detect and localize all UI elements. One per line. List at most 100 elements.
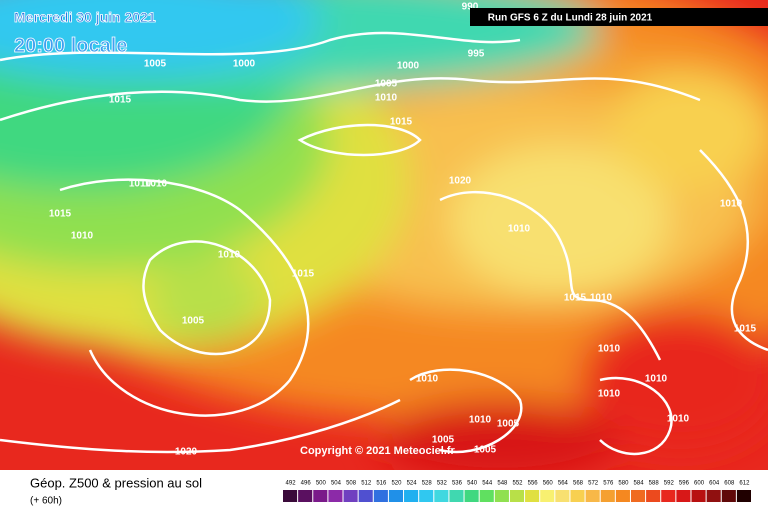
colorbar-label: 492: [286, 481, 297, 487]
run-info: Run GFS 6 Z du Lundi 28 juin 2021: [488, 13, 653, 24]
isobar-label: 1015: [564, 293, 587, 304]
colorbar-label: 508: [346, 481, 357, 487]
colorbar-swatch: [540, 490, 555, 502]
colorbar-swatch: [358, 490, 373, 502]
colorbar-swatch: [721, 490, 736, 502]
colorbar-label: 556: [528, 481, 539, 487]
colorbar-swatch: [615, 490, 630, 502]
colorbar-swatch: [298, 490, 313, 502]
isobar-label: 1010: [129, 179, 152, 190]
forecast-time: 20:00 locale: [14, 35, 127, 57]
colorbar-swatch: [585, 490, 600, 502]
isobar-label: 1005: [432, 435, 455, 446]
copyright: Copyright © 2021 Meteociel.fr: [300, 445, 456, 457]
colorbar: 492 496 500 504 508 512 516 520 524 528 532 536 540 5…: [283, 481, 751, 502]
colorbar-label: 612: [739, 481, 750, 487]
colorbar-swatch: [343, 490, 358, 502]
colorbar-label: 520: [391, 481, 402, 487]
colorbar-swatch: [313, 490, 328, 502]
isobar-label: 1020: [449, 176, 472, 187]
colorbar-swatch: [494, 490, 509, 502]
colorbar-swatch: [646, 490, 661, 502]
colorbar-label: 528: [422, 481, 433, 487]
colorbar-swatch: [373, 490, 388, 502]
colorbar-label: 548: [497, 481, 508, 487]
isobar-label: 995: [468, 49, 485, 60]
map-field: 990 995 1000 1000 1005 1015 1005 1010 10…: [0, 0, 768, 470]
isobar-label: 1015: [109, 95, 132, 106]
colorbar-label: 560: [543, 481, 554, 487]
run-box: [470, 8, 768, 26]
forecast-date: Mercredi 30 juin 2021: [14, 9, 156, 25]
colorbar-swatch: [388, 490, 404, 502]
colorbar-label: 504: [331, 481, 342, 487]
colorbar-swatch: [434, 490, 449, 502]
colorbar-swatch: [525, 490, 540, 502]
isobar-label: 1010: [508, 224, 531, 235]
isobar-label: 1010: [375, 93, 398, 104]
colorbar-label: 592: [664, 481, 675, 487]
isobar-label: 1020: [175, 447, 198, 458]
colorbar-label: 544: [482, 481, 493, 487]
colorbar-label: 584: [634, 481, 645, 487]
colorbar-swatch: [283, 490, 298, 502]
isobar-label: 1010: [598, 344, 621, 355]
isobar-label: 1005: [182, 316, 205, 327]
isobar-label: 1010: [145, 179, 168, 190]
colorbar-label: 516: [376, 481, 387, 487]
colorbar-swatch: [691, 490, 706, 502]
colorbar-swatch: [630, 490, 646, 502]
isobar-label: 1010: [218, 250, 241, 261]
isobar-label: 1000: [397, 61, 420, 72]
isobar-label: 1015: [292, 269, 315, 280]
colorbar-swatch: [570, 490, 585, 502]
isobar-label: 1015: [390, 117, 413, 128]
colorbar-label: 500: [316, 481, 327, 487]
colorbar-label: 496: [301, 481, 312, 487]
colorbar-label: 540: [467, 481, 478, 487]
colorbar-label: 600: [694, 481, 705, 487]
colorbar-label: 552: [512, 481, 523, 487]
isobar-lines: [0, 31, 768, 456]
colorbar-swatch: [509, 490, 525, 502]
colorbar-label: 572: [588, 481, 599, 487]
colorbar-swatch: [464, 490, 479, 502]
colorbar-swatch: [328, 490, 343, 502]
footer-title: Géop. Z500 & pression au sol: [30, 475, 202, 490]
colorbar-swatch: [479, 490, 494, 502]
colorbar-label: 532: [437, 481, 448, 487]
isobar-label: 1005: [375, 79, 398, 90]
colorbar-label: 596: [679, 481, 690, 487]
colorbar-swatch: [736, 490, 751, 502]
colorbar-swatch: [676, 490, 691, 502]
isobar-label: 1005: [474, 445, 497, 456]
colorbar-swatch: [449, 490, 464, 502]
colorbar-swatch: [661, 490, 676, 502]
isobar-label: 1010: [416, 374, 439, 385]
isobar-label: 1005: [144, 59, 167, 70]
colorbar-swatch: [555, 490, 570, 502]
colorbar-swatch: [600, 490, 615, 502]
colorbar-label: 568: [573, 481, 584, 487]
footer-lead: (+ 60h): [30, 496, 62, 507]
colorbar-label: 512: [361, 481, 372, 487]
isobar-label: 1010: [598, 389, 621, 400]
colorbar-label: 524: [407, 481, 418, 487]
colorbar-label: 604: [709, 481, 720, 487]
colorbar-swatch: [404, 490, 419, 502]
isobar-label: 1000: [233, 59, 256, 70]
colorbar-swatch: [419, 490, 434, 502]
isobar-label: 1010: [71, 231, 94, 242]
isobar-label: 1010: [667, 414, 690, 425]
isobar-label: 1015: [734, 324, 757, 335]
isobar-label: 1015: [49, 209, 72, 220]
isobar-label: 1010: [720, 199, 743, 210]
isobar-labels: 990 995 1000 1000 1005 1015 1005 1010 10…: [49, 2, 757, 458]
colorbar-label: 564: [558, 481, 569, 487]
isobar-label: 1010: [645, 374, 668, 385]
colorbar-label: 588: [649, 481, 660, 487]
colorbar-label: 576: [603, 481, 614, 487]
colorbar-swatch: [706, 490, 721, 502]
isobar-label: 1005: [497, 419, 520, 430]
